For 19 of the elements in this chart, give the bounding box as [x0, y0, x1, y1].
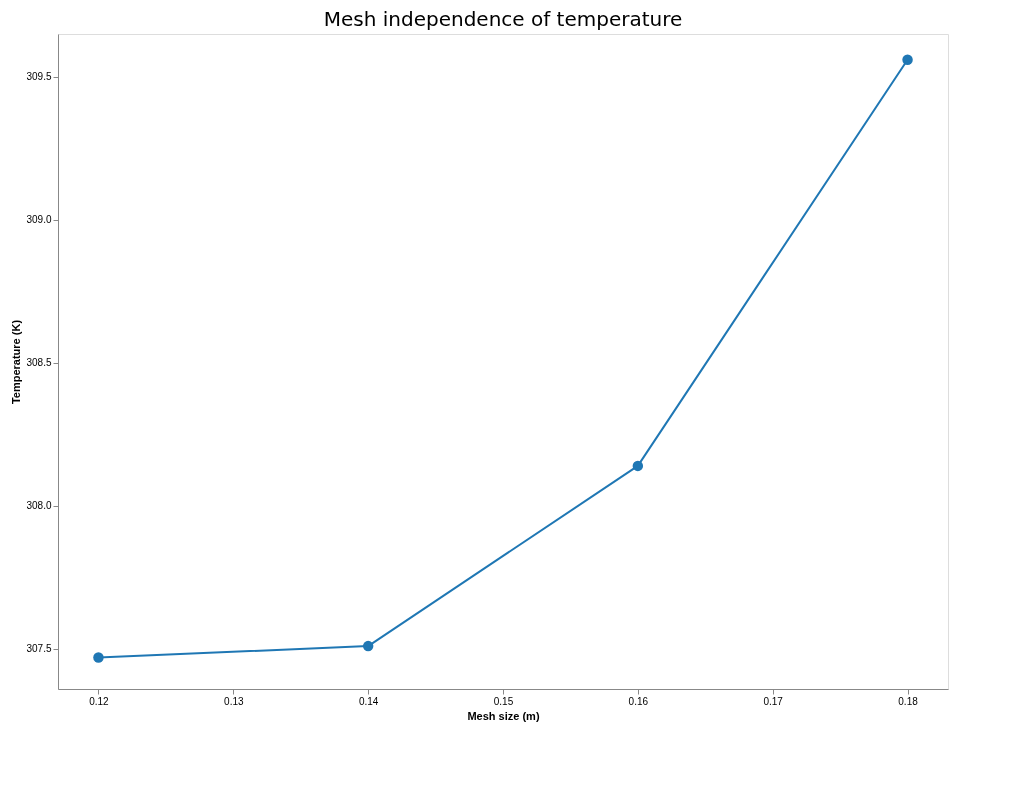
y-tick-label: 309.0	[26, 214, 52, 226]
y-tick-label: 307.5	[26, 643, 52, 655]
chart-title: Mesh independence of temperature	[323, 7, 683, 31]
x-tick-label: 0.16	[628, 695, 649, 707]
point	[362, 640, 374, 652]
x-tick-label: 0.18	[898, 695, 919, 707]
x-tick-label: 0.12	[89, 695, 110, 707]
point	[93, 652, 104, 663]
point	[632, 460, 644, 472]
x-axis-title: Mesh size (m)	[467, 709, 540, 722]
y-tick-label: 308.5	[26, 357, 52, 369]
y-tick-label: 308.0	[26, 500, 52, 512]
x-tick-label: 0.14	[358, 695, 379, 707]
x-tick-label: 0.15	[493, 695, 514, 707]
x-tick-label: 0.17	[763, 695, 784, 707]
y-axis-title: Temperature (K)	[10, 319, 23, 405]
y-tick-label: 309.5	[26, 71, 52, 83]
x-tick-label: 0.13	[224, 695, 244, 707]
point	[902, 54, 913, 65]
